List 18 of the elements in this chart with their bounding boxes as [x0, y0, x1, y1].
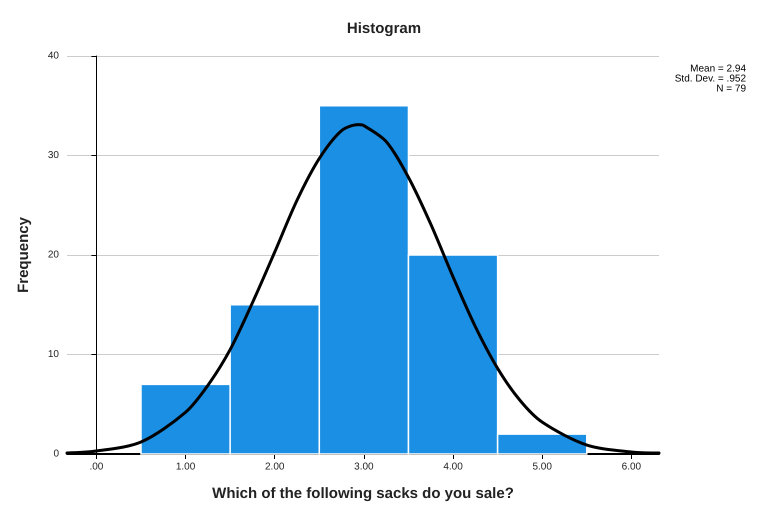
x-tick-label: 2.00 — [265, 462, 285, 472]
x-tick-label: .00 — [89, 462, 104, 472]
text: Std. Dev. = .952 — [674, 74, 746, 84]
y-tick-label: 0 — [53, 448, 60, 460]
x-tick-label: 6.00 — [622, 462, 642, 472]
x-axis-title: Which of the following sacks do you sale? — [212, 485, 514, 502]
x-tick-label: 5.00 — [532, 462, 552, 472]
y-tick-label: 40 — [48, 50, 60, 62]
x-tick-label: 3.00 — [354, 462, 374, 472]
text: Mean = 2.94 — [690, 64, 746, 74]
text: N = 79 — [716, 84, 746, 94]
x-tick-label: 1.00 — [176, 462, 196, 472]
x-tick-label: 4.00 — [443, 462, 464, 472]
chart-title: Histogram — [346, 20, 422, 37]
y-axis-title: Frequency — [15, 216, 32, 293]
y-tick-label: 30 — [48, 150, 60, 161]
y-tick-label: 20 — [48, 250, 60, 260]
y-tick-label: 10 — [48, 349, 60, 360]
